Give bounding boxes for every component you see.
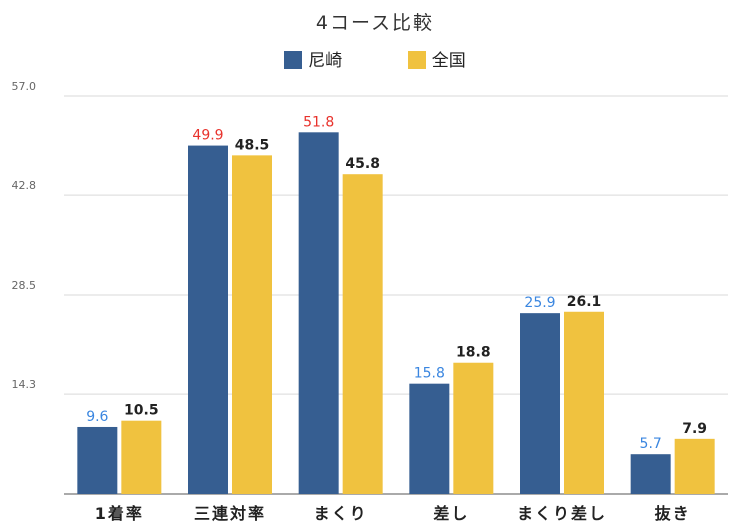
data-label-national: 10.5 [124,403,159,419]
data-label-amagasaki: 49.9 [192,128,223,144]
bar-national [342,174,383,495]
bar-amagasaki [188,145,228,494]
bar-national [674,438,715,494]
x-tick-label: 差し [433,504,469,523]
legend-label-amagasaki: 尼崎 [308,51,343,71]
data-label-national: 18.8 [456,345,491,361]
data-label-national: 48.5 [235,137,270,153]
bar-national [453,362,494,494]
legend-label-national: 全国 [431,51,466,71]
bar-amagasaki [77,426,118,494]
x-tick-label: 1着率 [95,504,144,523]
x-tick-label: 抜き [655,504,691,523]
y-tick-label: 57.0 [12,80,37,93]
bar-amagasaki [630,454,671,494]
data-label-amagasaki: 25.9 [524,295,555,311]
bar-amagasaki [409,383,450,494]
data-label-amagasaki: 5.7 [640,436,662,452]
data-label-amagasaki: 9.6 [86,409,108,425]
bars [77,132,715,495]
legend-swatch-national [407,51,426,69]
legend-item-national: 全国 [407,46,466,71]
data-label-national: 7.9 [682,421,707,437]
x-axis-ticks: 1着率 三連対率 まくり 差し まくり差し 抜き [95,504,691,523]
gridlines [64,95,728,495]
legend-item-amagasaki: 尼崎 [284,46,342,71]
legend-swatch-amagasaki [284,51,303,69]
chart-title: 4コース比較 [315,12,435,34]
data-label-amagasaki: 51.8 [303,114,334,130]
bar-national [121,420,162,494]
legend: 尼崎 全国 [0,46,750,71]
data-label-amagasaki: 15.8 [414,366,445,382]
x-tick-label: 三連対率 [194,504,266,523]
y-tick-label: 14.3 [12,378,37,391]
y-axis-ticks: 14.3 28.5 42.8 57.0 [12,80,37,391]
y-tick-label: 42.8 [12,179,37,192]
x-tick-label: まくり [314,504,368,523]
data-label-national: 45.8 [345,156,380,172]
bar-amagasaki [520,313,560,494]
y-tick-label: 28.5 [12,279,37,292]
x-tick-label: まくり差し [517,504,607,523]
bar-national [232,155,272,494]
bar-amagasaki [298,132,339,494]
bar-national [564,311,604,494]
data-labels: 9.6 10.5 49.9 48.5 51.8 45.8 15.8 18.8 25.9 26.1 5… [86,114,707,452]
data-label-national: 26.1 [567,294,602,310]
